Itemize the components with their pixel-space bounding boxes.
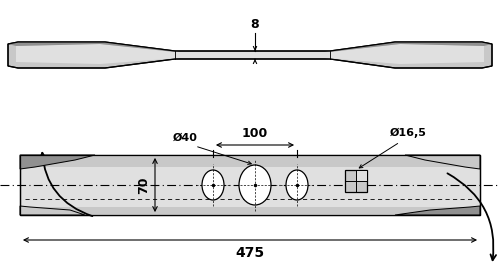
Text: 8: 8 xyxy=(250,18,260,31)
Text: 100: 100 xyxy=(242,127,268,140)
Bar xyxy=(345,170,367,192)
Polygon shape xyxy=(395,206,480,215)
Polygon shape xyxy=(20,155,480,215)
Text: 475: 475 xyxy=(236,246,264,260)
Polygon shape xyxy=(20,155,95,169)
Text: Ø40: Ø40 xyxy=(172,133,198,143)
Text: Ø16,5: Ø16,5 xyxy=(390,128,427,138)
Ellipse shape xyxy=(286,170,308,200)
Bar xyxy=(356,170,366,181)
Polygon shape xyxy=(405,155,480,169)
Polygon shape xyxy=(330,42,492,52)
Ellipse shape xyxy=(239,165,271,205)
Polygon shape xyxy=(20,207,480,215)
Ellipse shape xyxy=(202,170,224,200)
Text: 70: 70 xyxy=(137,176,150,194)
Polygon shape xyxy=(20,206,85,215)
Polygon shape xyxy=(16,44,484,64)
Polygon shape xyxy=(8,42,175,52)
Polygon shape xyxy=(8,42,492,68)
Polygon shape xyxy=(20,155,480,167)
